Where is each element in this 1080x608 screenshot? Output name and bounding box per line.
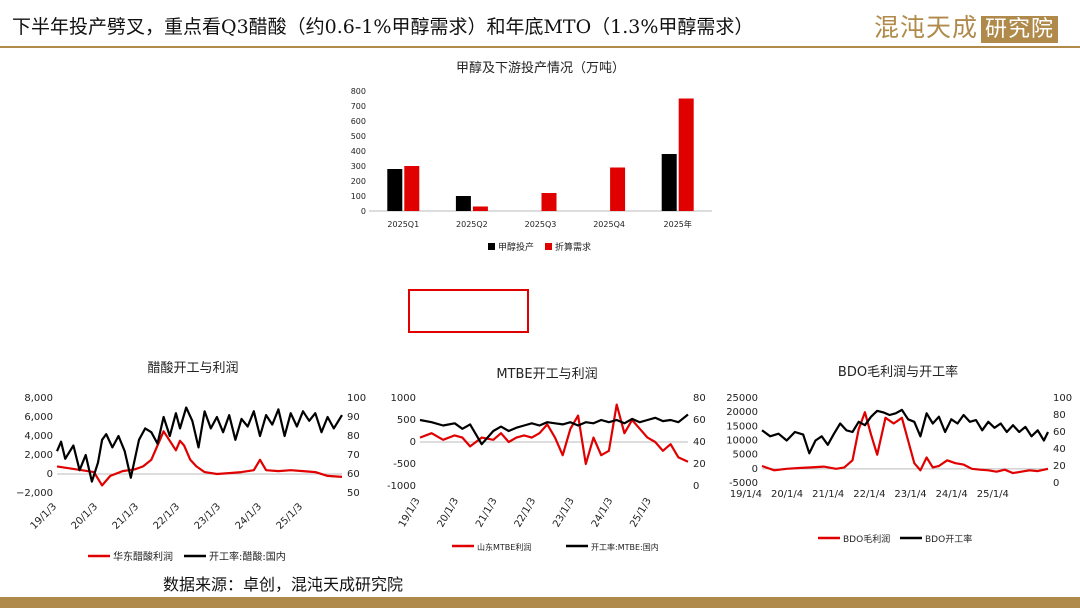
y-left-tick-label: 25000 — [726, 393, 758, 404]
series-line-operating-rate — [761, 408, 1049, 455]
y-right-tick-label: 0 — [693, 481, 699, 492]
y-left-tick-label: 1000 — [391, 393, 416, 404]
chart-title: 甲醇及下游投产情况（万吨） — [456, 60, 625, 76]
series-line-operating-rate — [419, 413, 689, 446]
bar-converted-demand — [678, 98, 694, 211]
y-tick-label: 100 — [351, 192, 366, 201]
y-right-tick-label: 60 — [693, 415, 706, 426]
y-tick-label: 800 — [351, 87, 366, 96]
legend-label: BDO毛利润 — [843, 533, 890, 545]
y-tick-label: 300 — [351, 162, 366, 171]
y-right-tick-label: 40 — [1053, 444, 1066, 455]
legend-label: 开工率:MTBE:国内 — [591, 542, 659, 552]
x-tick-label: 21/1/4 — [812, 489, 844, 500]
bar-converted-demand — [472, 206, 488, 211]
y-left-tick-label: 20000 — [726, 407, 758, 418]
company-logo: 混沌天成 研究院 — [874, 8, 1058, 44]
y-right-tick-label: 90 — [347, 412, 360, 423]
x-tick-label: 2025Q3 — [525, 220, 557, 229]
y-tick-label: 0 — [361, 207, 366, 216]
x-tick-label: 25/1/4 — [977, 489, 1009, 500]
y-right-tick-label: 80 — [693, 393, 706, 404]
y-tick-label: 600 — [351, 117, 366, 126]
page-title: 下半年投产劈叉，重点看Q3醋酸（约0.6-1%甲醇需求）和年底MTO（1.3%甲… — [12, 16, 754, 38]
y-right-tick-label: 0 — [1053, 478, 1059, 489]
series-line-operating-rate — [55, 406, 343, 483]
y-right-tick-label: 20 — [1053, 461, 1066, 472]
logo-text: 混沌天成 — [873, 13, 978, 42]
y-left-tick-label: 8,000 — [24, 393, 53, 404]
chart-title: BDO毛利润与开工率 — [838, 364, 958, 380]
y-right-tick-label: 70 — [347, 450, 360, 461]
series-line-profit — [761, 411, 1049, 475]
highlight-box — [408, 289, 529, 333]
bar-converted-demand — [610, 167, 626, 211]
data-source-note: 数据来源：卓创，混沌天成研究院 — [163, 575, 404, 594]
legend-label: 华东醋酸利润 — [113, 550, 173, 563]
y-right-tick-label: 60 — [1053, 427, 1066, 438]
y-left-tick-label: 6,000 — [24, 412, 53, 423]
legend-swatch — [545, 243, 552, 250]
bar-methanol-capacity — [455, 196, 471, 211]
y-tick-label: 400 — [351, 147, 366, 156]
legend-label: 折算需求 — [555, 241, 591, 253]
y-right-tick-label: 20 — [693, 459, 706, 470]
x-tick-label: 19/1/4 — [730, 489, 762, 500]
x-tick-label: 2025年 — [664, 219, 692, 229]
y-right-tick-label: 80 — [347, 431, 360, 442]
y-right-tick-label: 80 — [1053, 410, 1066, 421]
bar-methanol-capacity — [387, 169, 403, 211]
y-left-tick-label: 0 — [410, 437, 416, 448]
x-tick-label: 2025Q4 — [593, 220, 625, 229]
y-left-tick-label: -5000 — [729, 478, 758, 489]
y-right-tick-label: 100 — [347, 393, 366, 404]
x-tick-label: 20/1/4 — [771, 489, 803, 500]
series-line-profit — [419, 403, 689, 466]
chart-title: MTBE开工与利润 — [496, 367, 597, 382]
y-right-tick-label: 50 — [347, 488, 360, 499]
y-left-tick-label: 0 — [47, 469, 53, 480]
x-tick-label: 2025Q2 — [456, 220, 488, 229]
y-tick-label: 500 — [351, 132, 366, 141]
legend-swatch — [488, 243, 495, 250]
bar-converted-demand — [404, 166, 420, 211]
logo-box-text: 研究院 — [980, 16, 1058, 43]
y-left-tick-label: -1000 — [387, 481, 416, 492]
y-left-tick-label: 0 — [752, 464, 758, 475]
legend-label: 山东MTBE利润 — [477, 542, 531, 552]
y-left-tick-label: -500 — [393, 459, 416, 470]
legend-label: 开工率:醋酸:国内 — [209, 550, 286, 563]
y-left-tick-label: 500 — [397, 415, 416, 426]
y-left-tick-label: 10000 — [726, 436, 758, 447]
x-tick-label: 22/1/4 — [853, 489, 885, 500]
header-divider — [0, 46, 1080, 48]
y-tick-label: 200 — [351, 177, 366, 186]
y-tick-label: 700 — [351, 102, 366, 111]
bar-methanol-capacity — [661, 154, 677, 211]
series-line-profit — [56, 430, 343, 487]
y-left-tick-label: −2,000 — [16, 488, 53, 499]
chart-title: 醋酸开工与利润 — [147, 360, 238, 376]
y-right-tick-label: 40 — [693, 437, 706, 448]
y-left-tick-label: 5000 — [733, 450, 758, 461]
bar-converted-demand — [541, 193, 557, 211]
x-tick-label: 2025Q1 — [387, 220, 419, 229]
y-right-tick-label: 100 — [1053, 393, 1072, 404]
legend-label: BDO开工率 — [925, 533, 972, 545]
y-left-tick-label: 2,000 — [24, 450, 53, 461]
footer-bar — [0, 597, 1080, 608]
y-left-tick-label: 15000 — [726, 421, 758, 432]
x-tick-label: 24/1/4 — [936, 489, 968, 500]
y-right-tick-label: 60 — [347, 469, 360, 480]
y-left-tick-label: 4,000 — [24, 431, 53, 442]
x-tick-label: 23/1/4 — [894, 489, 926, 500]
legend-label: 甲醇投产 — [498, 241, 534, 253]
